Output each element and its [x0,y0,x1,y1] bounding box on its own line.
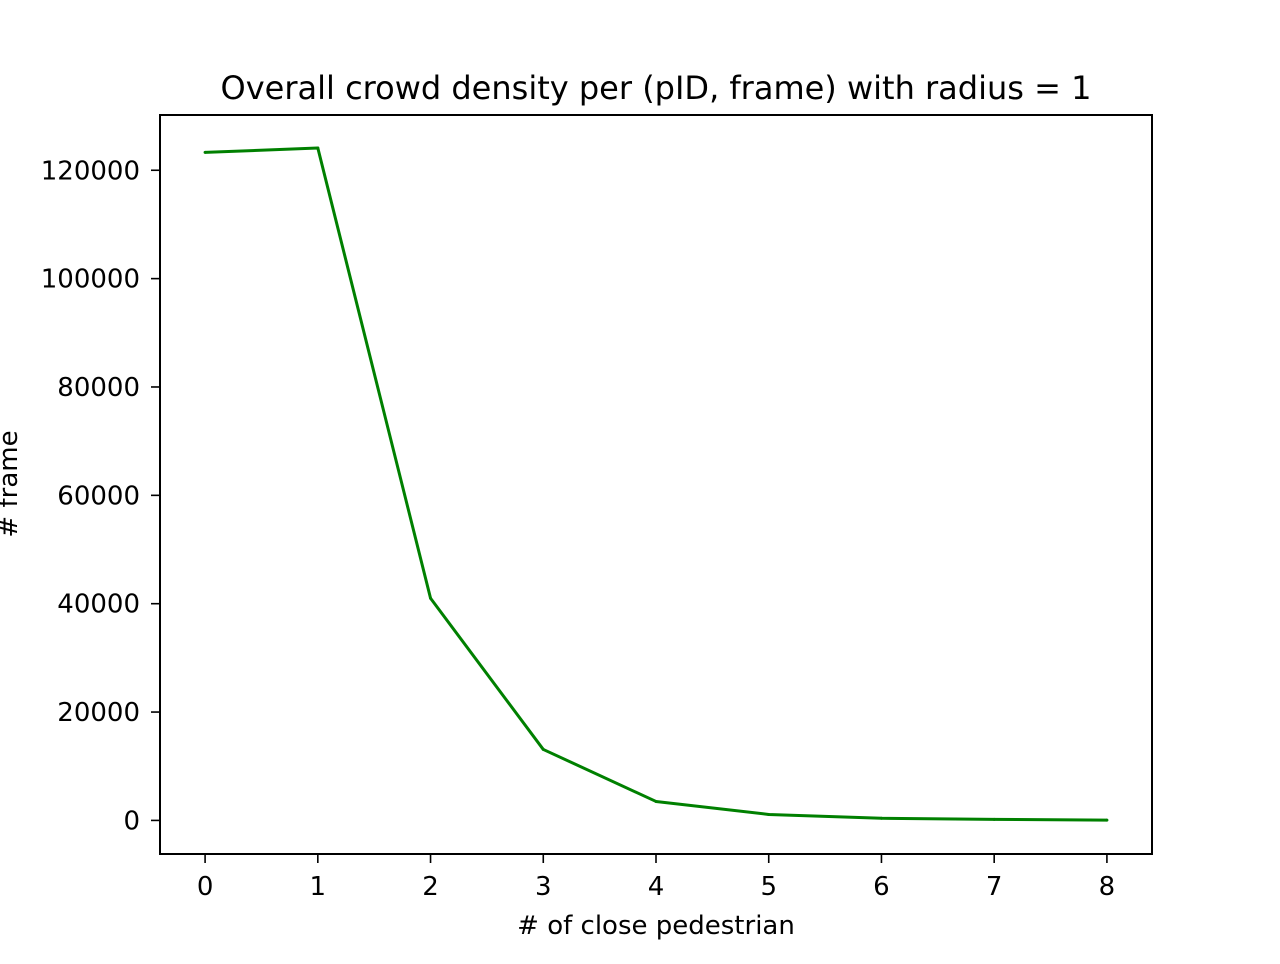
x-tick-label: 4 [648,872,665,902]
data-point [541,747,545,751]
data-point [316,146,320,150]
y-axis-ticks: 0 20000 40000 60000 80000 100000 120000 [41,156,160,836]
y-tick-label: 120000 [41,156,140,186]
data-point [1105,818,1109,822]
y-tick-label: 0 [123,806,140,836]
y-tick-label: 40000 [57,590,140,620]
x-tick-label: 5 [760,872,777,902]
plot-frame [159,114,1153,855]
data-point [879,816,883,820]
x-axis-label: # of close pedestrian [517,911,795,941]
plot-area-background [160,115,1152,854]
data-point [429,596,433,600]
chart-title: Overall crowd density per (pID, frame) w… [221,69,1092,107]
x-tick-label: 8 [1099,872,1116,902]
data-point [654,799,658,803]
series-layer [203,146,1109,822]
x-tick-label: 7 [986,872,1003,902]
x-axis-ticks: 0 1 2 3 4 5 6 7 8 [197,854,1115,902]
x-tick-label: 6 [873,872,890,902]
y-axis-label: # frame [0,430,24,537]
y-tick-label: 80000 [57,373,140,403]
data-point [767,812,771,816]
x-tick-label: 0 [197,872,214,902]
y-tick-label: 20000 [57,698,140,728]
data-point [992,817,996,821]
y-tick-label: 100000 [41,265,140,295]
x-tick-label: 1 [310,872,327,902]
x-tick-label: 2 [422,872,439,902]
y-tick-label: 60000 [57,481,140,511]
x-tick-label: 3 [535,872,552,902]
data-point [203,150,207,154]
